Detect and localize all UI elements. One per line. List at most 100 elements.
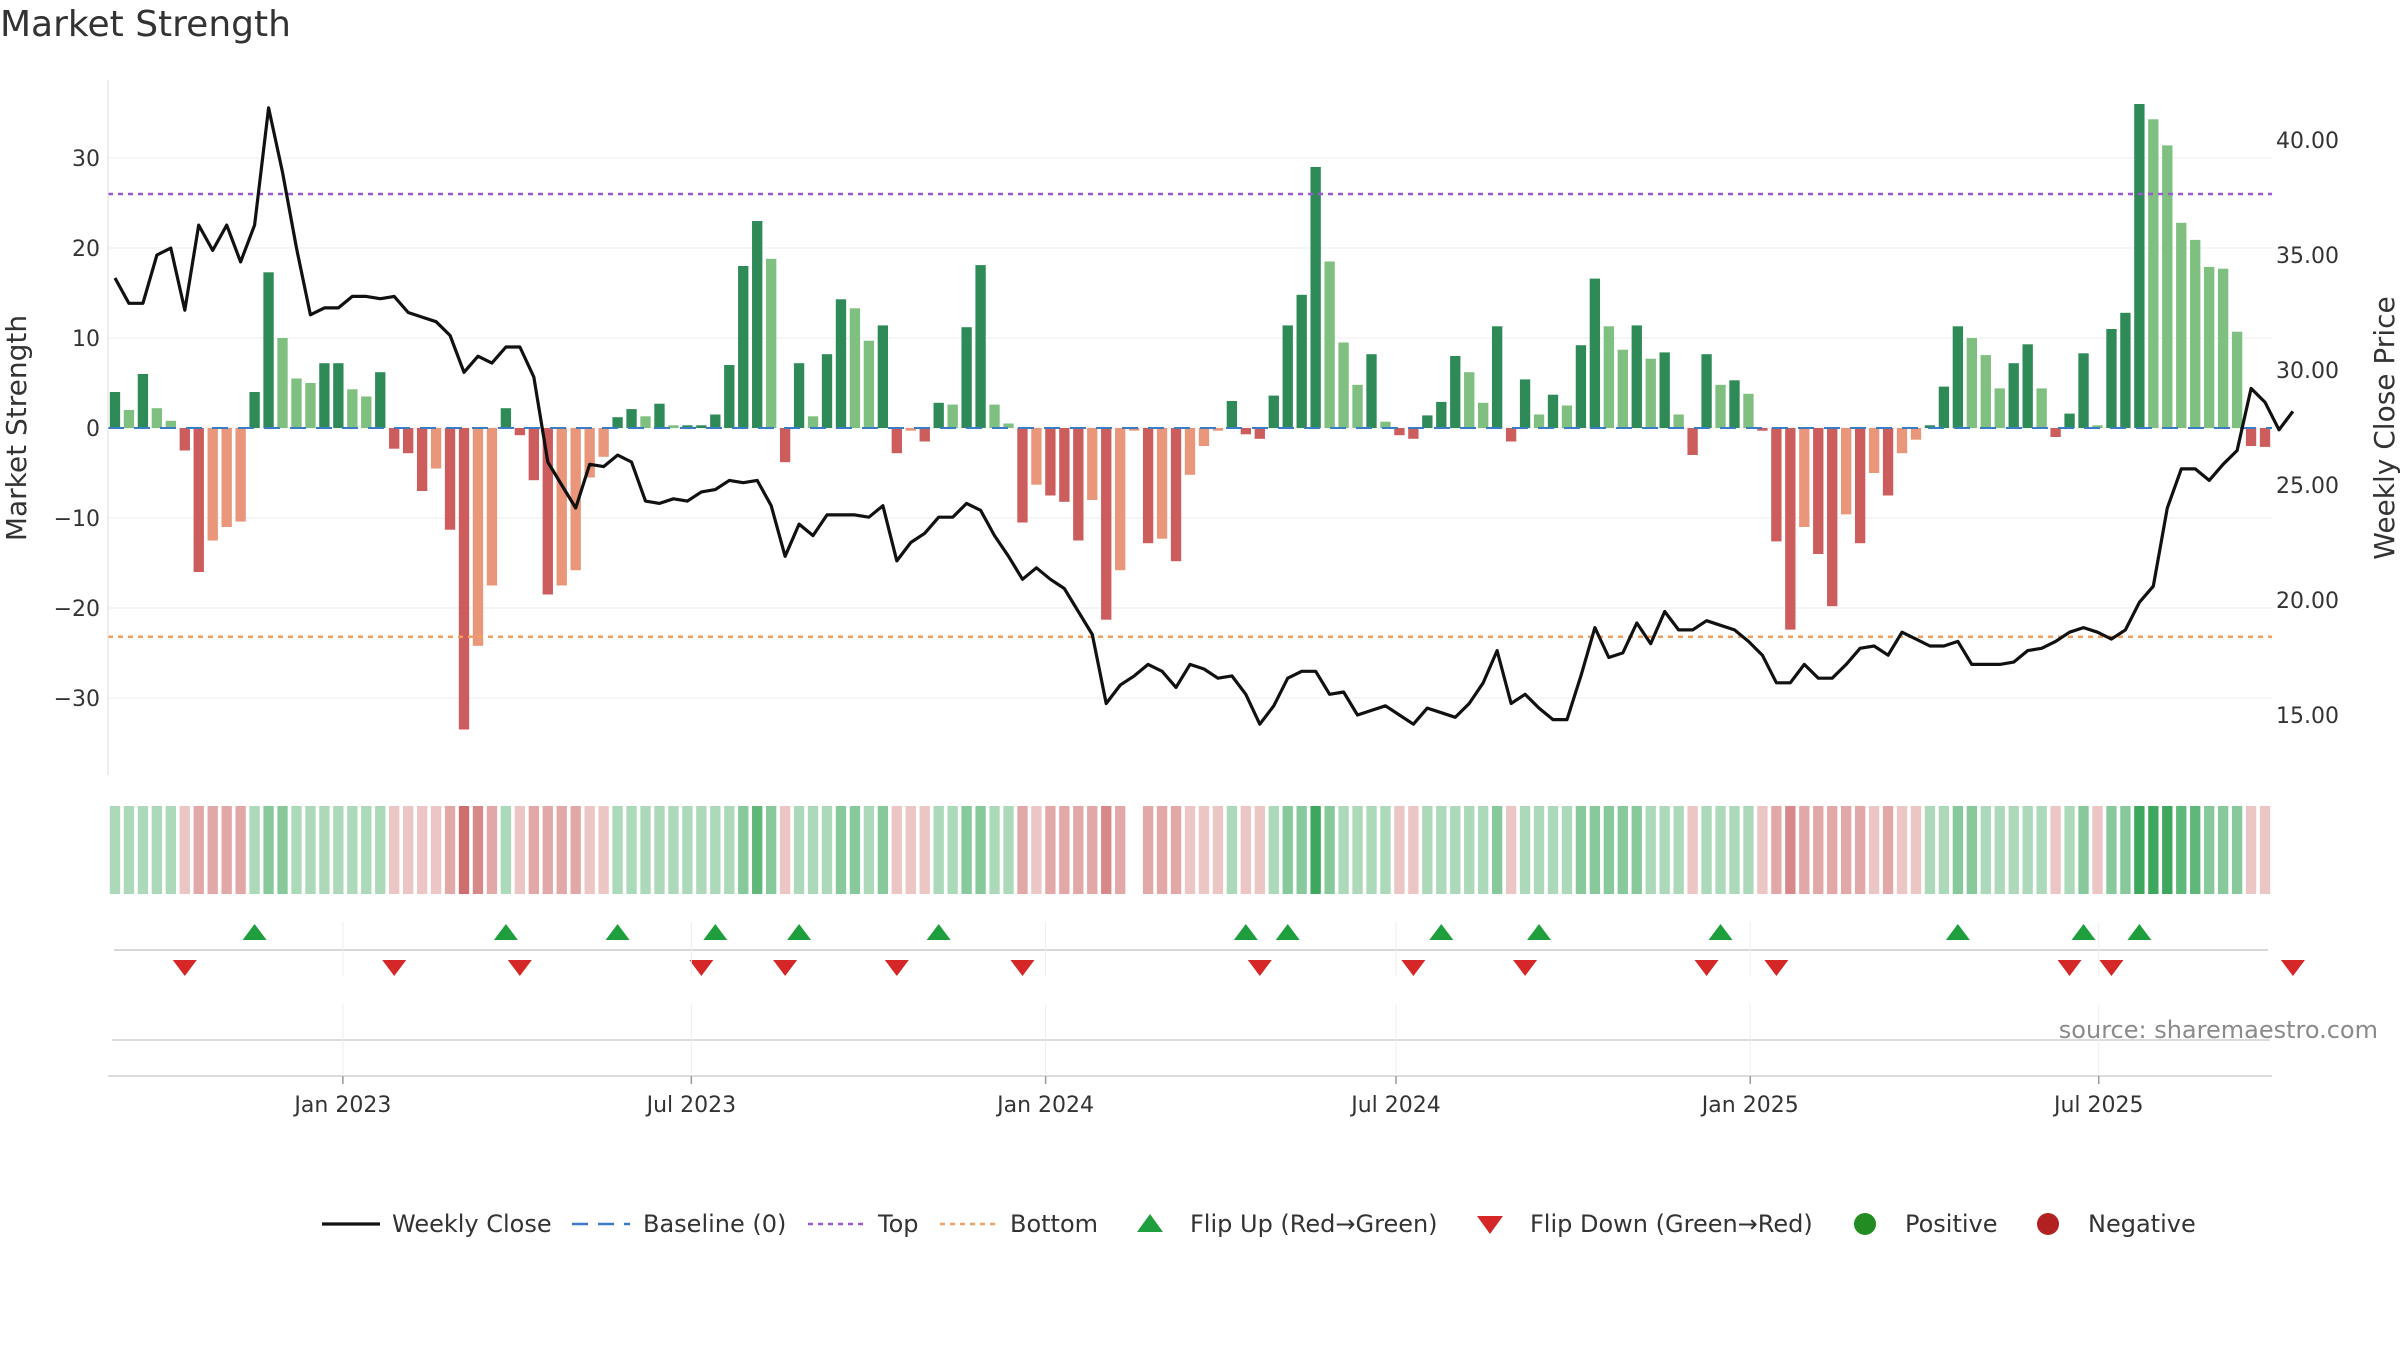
- y-tick-right: 40.00: [2276, 129, 2339, 154]
- flip-up-marker: [703, 924, 728, 940]
- strength-bar: [2204, 266, 2215, 428]
- band-cell: [2162, 806, 2173, 894]
- strength-bar: [1268, 395, 1279, 428]
- strength-bar: [1882, 428, 1894, 496]
- strength-bar: [193, 428, 204, 572]
- flip-down-marker: [2057, 960, 2082, 976]
- legend-item: Baseline (0): [572, 1210, 786, 1238]
- y-tick-right: 25.00: [2276, 474, 2339, 499]
- strength-bar: [975, 265, 986, 428]
- strength-bar: [305, 383, 316, 428]
- strength-bar: [2259, 428, 2271, 447]
- strength-bar: [542, 428, 553, 595]
- flip-up-marker: [787, 924, 812, 940]
- band-cell: [1827, 806, 1838, 894]
- strength-bar: [1868, 428, 1880, 473]
- strength-bar: [2078, 353, 2089, 428]
- flip-up-marker: [1945, 924, 1970, 940]
- band-cell: [779, 806, 791, 894]
- strength-bar: [416, 428, 428, 491]
- band-cell: [1715, 806, 1726, 894]
- y-tick-right: 15.00: [2276, 704, 2339, 729]
- band-cell: [752, 806, 763, 894]
- flip-down-marker: [1401, 960, 1426, 976]
- strength-bar: [1561, 405, 1573, 428]
- band-cell: [1282, 806, 1293, 894]
- strength-bar: [472, 428, 484, 646]
- strength-bar: [1296, 294, 1307, 428]
- band-cell: [891, 806, 902, 894]
- band-cell: [249, 806, 260, 894]
- band-cell: [1813, 806, 1824, 894]
- x-axis-ticks: Jan 2023 Jul 2023 Jan 2024 Jul 2024 Jan 2025…: [292, 922, 2143, 1118]
- flip-down-marker: [382, 960, 407, 976]
- band-cell: [361, 806, 372, 894]
- strength-bar: [347, 389, 358, 428]
- band-cell: [109, 806, 121, 894]
- y-tick-left: 30: [72, 147, 100, 172]
- band-cell: [1687, 806, 1698, 894]
- strength-bar: [612, 417, 623, 428]
- band-cell: [1589, 806, 1601, 894]
- band-cell: [933, 806, 944, 894]
- strength-bar: [1101, 428, 1112, 620]
- y-tick-right: 30.00: [2276, 359, 2339, 384]
- strength-bar: [919, 428, 930, 442]
- strength-bar: [123, 410, 135, 428]
- band-cell: [1547, 806, 1559, 894]
- strength-bar: [1645, 358, 1656, 428]
- band-cell: [514, 806, 526, 894]
- strength-bar: [361, 396, 372, 428]
- strength-bar: [1478, 402, 1489, 428]
- strength-bar: [2245, 428, 2257, 446]
- strength-bar: [1827, 428, 1838, 607]
- band-cell: [738, 806, 749, 894]
- band-cell: [1198, 806, 1210, 894]
- band-cell: [1296, 806, 1307, 894]
- strength-bar: [877, 325, 889, 428]
- strength-bar: [1045, 428, 1056, 496]
- band-cell: [444, 806, 456, 894]
- weekly-close-line-group: [113, 106, 2295, 726]
- band-cell: [1729, 806, 1740, 894]
- strength-bar: [1310, 167, 1321, 428]
- strength-bar: [389, 428, 400, 449]
- band-cell: [1045, 806, 1056, 894]
- band-cell: [1170, 806, 1182, 894]
- band-cell: [2190, 806, 2201, 894]
- flip-down-marker: [689, 960, 714, 976]
- y-tick-left: −10: [54, 507, 100, 532]
- strength-bar: [277, 338, 288, 428]
- strength-bar: [1575, 345, 1587, 428]
- strength-bar: [137, 374, 149, 428]
- strength-bar: [1240, 428, 1252, 435]
- strength-bar: [1701, 354, 1712, 428]
- legend-swatch: [1477, 1216, 1503, 1234]
- strength-bar: [1198, 428, 1210, 446]
- weekly-close-line: [113, 106, 2295, 726]
- strength-bar: [2050, 428, 2061, 437]
- x-tick-label: Jan 2025: [1700, 1093, 1799, 1118]
- strength-bar: [738, 266, 749, 428]
- strength-bar: [486, 428, 498, 586]
- flip-up-marker: [2127, 924, 2152, 940]
- legend-item: Flip Up (Red→Green): [1137, 1210, 1438, 1238]
- band-cell: [1519, 806, 1531, 894]
- flip-up-marker: [1233, 924, 1258, 940]
- legend-label: Positive: [1905, 1210, 1998, 1238]
- strength-bar: [849, 308, 861, 428]
- band-cell: [235, 806, 246, 894]
- strength-bar: [584, 428, 595, 478]
- band-cell: [2036, 806, 2047, 894]
- strength-bar: [1338, 342, 1349, 428]
- y-tick-left: 10: [72, 327, 100, 352]
- strength-bar: [1059, 428, 1070, 502]
- strength-bar: [1743, 393, 1754, 428]
- strength-bar: [263, 272, 274, 428]
- strength-bar: [1896, 428, 1908, 454]
- strength-bar: [2064, 413, 2075, 428]
- legend-item: Flip Down (Green→Red): [1477, 1210, 1813, 1238]
- legend-label: Flip Down (Green→Red): [1530, 1210, 1813, 1238]
- band-cell: [1631, 806, 1642, 894]
